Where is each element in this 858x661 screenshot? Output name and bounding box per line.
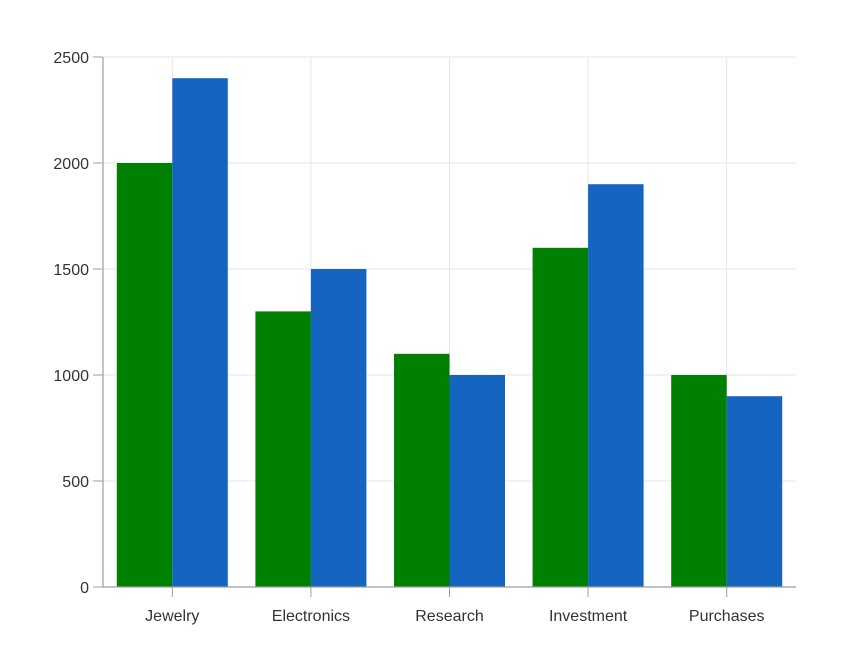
y-tick-label: 2000 bbox=[53, 156, 89, 173]
bar-series-2 bbox=[588, 184, 644, 587]
bars bbox=[116, 78, 783, 588]
bar-series-2 bbox=[449, 375, 505, 587]
bar-series-1 bbox=[255, 311, 311, 587]
axes bbox=[93, 56, 796, 597]
bar-series-1 bbox=[394, 353, 450, 587]
bar-series-1 bbox=[532, 247, 589, 588]
y-tick-label: 1000 bbox=[53, 368, 89, 385]
y-tick-label: 1500 bbox=[53, 262, 89, 279]
y-tick-label: 0 bbox=[80, 580, 89, 597]
x-category-label: Jewelry bbox=[145, 608, 199, 625]
y-tick-label: 500 bbox=[62, 474, 89, 491]
y-tick-label: 2500 bbox=[53, 50, 89, 67]
y-tick-labels: 0 500 1000 1500 2000 2500 bbox=[53, 50, 89, 597]
x-category-label: Research bbox=[415, 608, 483, 625]
bar-series-1 bbox=[671, 375, 727, 587]
bar-series-2 bbox=[172, 78, 228, 587]
bar-series-2 bbox=[310, 269, 367, 587]
x-category-label: Investment bbox=[549, 608, 628, 625]
x-category-label: Purchases bbox=[689, 608, 765, 625]
x-category-label: Electronics bbox=[272, 608, 350, 625]
x-category-labels: Jewelry Electronics Research Investment Purc… bbox=[145, 608, 764, 625]
bar-series-1 bbox=[116, 163, 173, 587]
bar-series-2 bbox=[726, 396, 783, 587]
